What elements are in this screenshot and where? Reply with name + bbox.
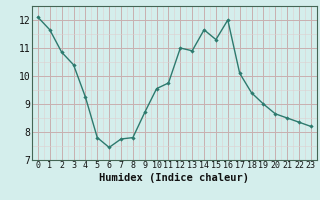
X-axis label: Humidex (Indice chaleur): Humidex (Indice chaleur): [100, 173, 249, 183]
